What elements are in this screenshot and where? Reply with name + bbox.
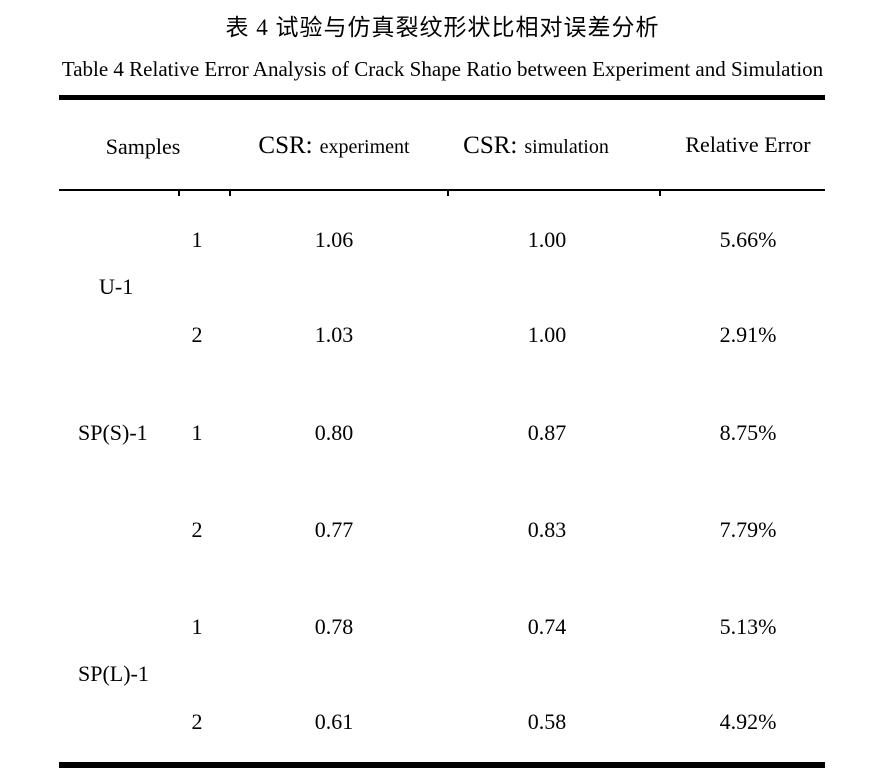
column-border-tick (229, 190, 231, 196)
sample-group-label: U-1 (99, 274, 134, 299)
csr-simulation-prefix: CSR: (463, 132, 518, 159)
column-header-samples: Samples (105, 134, 181, 159)
column-header-csr-experiment: CSR: experiment (258, 132, 409, 160)
table-caption-chinese: 表 4 试验与仿真裂纹形状比相对误差分析 (225, 15, 660, 40)
sample-group-label: SP(L)-1 (78, 661, 149, 686)
relative-error-value: 5.66% (719, 227, 777, 252)
sample-index: 1 (191, 614, 203, 639)
csr-experiment-value: 0.80 (314, 420, 354, 445)
relative-error-value: 5.13% (719, 614, 777, 639)
relative-error-value: 4.92% (719, 709, 777, 734)
csr-experiment-word: experiment (319, 136, 410, 158)
csr-simulation-word: simulation (524, 136, 609, 158)
csr-simulation-value: 0.74 (527, 614, 567, 639)
column-header-relative-error: Relative Error (685, 132, 811, 157)
csr-simulation-value: 0.58 (527, 709, 567, 734)
sample-group-label: SP(S)-1 (78, 420, 148, 445)
table-caption-english: Table 4 Relative Error Analysis of Crack… (61, 57, 824, 81)
relative-error-value: 7.79% (719, 517, 777, 542)
column-border-tick (659, 190, 661, 196)
csr-experiment-value: 0.78 (314, 614, 354, 639)
csr-experiment-value: 0.61 (314, 709, 354, 734)
sample-index: 2 (191, 517, 203, 542)
csr-experiment-value: 1.03 (314, 322, 354, 347)
sample-index: 1 (191, 420, 203, 445)
sample-index: 1 (191, 227, 203, 252)
table-top-rule (59, 95, 825, 100)
relative-error-value: 8.75% (719, 420, 777, 445)
column-border-tick (178, 190, 180, 196)
table-bottom-rule (59, 762, 825, 768)
column-border-tick (447, 190, 449, 196)
header-bottom-rule (59, 189, 825, 191)
csr-experiment-value: 0.77 (314, 517, 354, 542)
csr-simulation-value: 1.00 (527, 322, 567, 347)
relative-error-value: 2.91% (719, 322, 777, 347)
column-header-csr-simulation: CSR: simulation (463, 132, 609, 160)
sample-index: 2 (191, 709, 203, 734)
csr-simulation-value: 0.83 (527, 517, 567, 542)
csr-simulation-value: 1.00 (527, 227, 567, 252)
csr-experiment-value: 1.06 (314, 227, 354, 252)
sample-index: 2 (191, 322, 203, 347)
csr-experiment-prefix: CSR: (258, 132, 313, 159)
csr-simulation-value: 0.87 (527, 420, 567, 445)
